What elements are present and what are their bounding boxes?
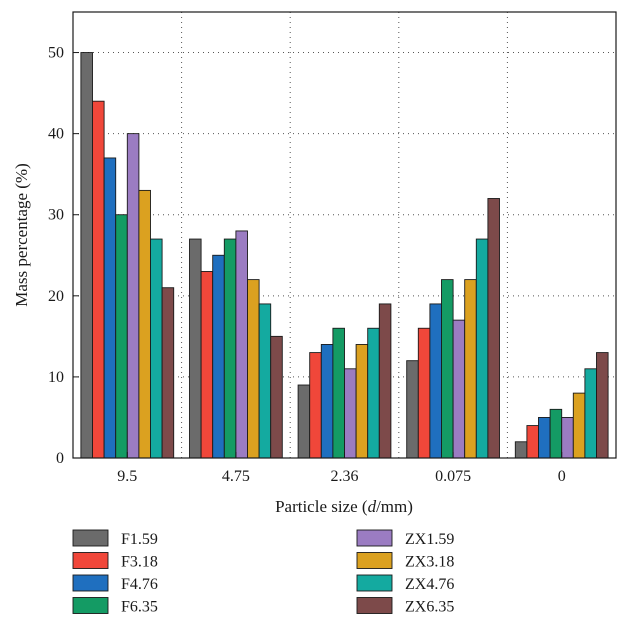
bar-zx1-59-2 bbox=[344, 368, 357, 459]
legend-label: F4.76 bbox=[121, 576, 158, 593]
bar-f1-59-3 bbox=[406, 360, 419, 459]
bar-zx3-18-0 bbox=[138, 189, 151, 459]
bar-f1-59-2 bbox=[297, 384, 311, 459]
legend-swatch bbox=[356, 597, 393, 614]
x-tick-label: 9.5 bbox=[117, 468, 137, 485]
bar-f4-76-0 bbox=[103, 157, 117, 459]
bar-zx4-76-2 bbox=[367, 327, 380, 459]
bar-zx4-76-0 bbox=[150, 238, 163, 459]
bar-f3-18-3 bbox=[417, 327, 431, 459]
bar-zx4-76-1 bbox=[258, 303, 272, 459]
legend-swatch bbox=[72, 552, 109, 569]
legend-swatch bbox=[356, 552, 393, 569]
legend-label: ZX3.18 bbox=[405, 554, 454, 571]
bar-zx3-18-3 bbox=[464, 279, 477, 459]
bar-zx6-35-4 bbox=[596, 352, 609, 459]
bar-f6-35-0 bbox=[115, 214, 128, 459]
bar-zx3-18-1 bbox=[247, 279, 260, 459]
bar-f4-76-3 bbox=[429, 303, 442, 459]
bar-zx6-35-2 bbox=[378, 303, 392, 459]
bar-f6-35-3 bbox=[441, 279, 454, 459]
bar-zx6-35-3 bbox=[487, 198, 500, 459]
bar-zx3-18-2 bbox=[355, 344, 369, 459]
y-tick-label: 30 bbox=[48, 207, 64, 224]
bar-f4-76-2 bbox=[320, 344, 334, 459]
bar-zx4-76-4 bbox=[584, 368, 597, 459]
bar-f4-76-4 bbox=[538, 417, 551, 459]
bar-f6-35-2 bbox=[332, 327, 345, 459]
bar-f1-59-1 bbox=[189, 238, 202, 459]
legend-swatch bbox=[72, 597, 109, 614]
y-tick-label: 0 bbox=[56, 450, 64, 467]
y-tick-label: 10 bbox=[48, 369, 64, 386]
x-tick-label: 4.75 bbox=[222, 468, 250, 485]
bar-f1-59-4 bbox=[514, 441, 528, 459]
legend-swatch bbox=[356, 529, 393, 547]
y-axis-label: Mass percentage (%) bbox=[12, 163, 31, 307]
bar-zx3-18-4 bbox=[572, 392, 586, 459]
bar-f3-18-1 bbox=[200, 271, 214, 459]
bar-f4-76-1 bbox=[212, 254, 225, 459]
bar-zx1-59-4 bbox=[561, 417, 574, 459]
bar-zx4-76-3 bbox=[475, 238, 489, 459]
legend: F1.59 F3.18 F4.76 F6.35 ZX1.59 ZX3.18 ZX4.76 ZX… bbox=[72, 529, 454, 616]
legend-label: ZX4.76 bbox=[405, 576, 454, 593]
y-tick-label: 50 bbox=[48, 45, 64, 62]
y-ticks: 0 10 20 30 40 50 bbox=[48, 45, 79, 467]
bar-zx1-59-1 bbox=[235, 230, 248, 459]
y-tick-label: 20 bbox=[48, 288, 64, 305]
bar-zx6-35-0 bbox=[161, 287, 175, 459]
bar-f1-59-0 bbox=[80, 52, 93, 459]
x-axis-label: Particle size (d/mm) bbox=[275, 497, 413, 516]
bars bbox=[80, 52, 609, 459]
x-tick-label: 0 bbox=[558, 468, 566, 485]
x-tick-label: 2.36 bbox=[331, 468, 359, 485]
bar-f3-18-0 bbox=[92, 100, 105, 459]
bar-zx1-59-0 bbox=[126, 133, 140, 459]
bar-zx6-35-1 bbox=[270, 335, 283, 459]
x-tick-label: 0.075 bbox=[435, 468, 471, 485]
legend-label: F3.18 bbox=[121, 554, 158, 571]
bar-f3-18-4 bbox=[526, 425, 539, 459]
legend-label: F1.59 bbox=[121, 531, 158, 548]
y-tick-label: 40 bbox=[48, 126, 64, 143]
legend-label: F6.35 bbox=[121, 599, 158, 616]
bar-f3-18-2 bbox=[309, 352, 322, 459]
legend-swatch bbox=[72, 574, 109, 592]
bar-f6-35-1 bbox=[223, 238, 237, 459]
bar-f6-35-4 bbox=[549, 408, 563, 459]
legend-swatch bbox=[72, 529, 109, 547]
legend-label: ZX6.35 bbox=[405, 599, 454, 616]
bar-zx1-59-3 bbox=[452, 319, 466, 459]
legend-label: ZX1.59 bbox=[405, 531, 454, 548]
legend-swatch bbox=[356, 574, 393, 592]
x-ticks: 9.5 4.75 2.36 0.075 0 bbox=[117, 452, 566, 485]
